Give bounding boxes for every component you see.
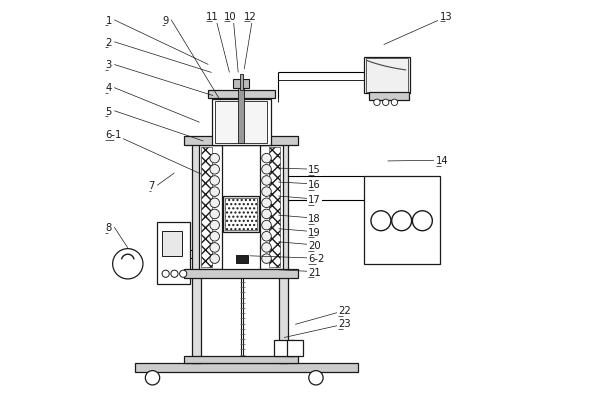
Circle shape xyxy=(262,176,271,185)
Circle shape xyxy=(210,153,220,163)
Text: 23: 23 xyxy=(338,319,350,329)
Text: 20: 20 xyxy=(308,241,320,251)
Bar xyxy=(199,145,222,268)
Circle shape xyxy=(210,254,220,263)
Circle shape xyxy=(210,232,220,241)
Bar xyxy=(212,99,271,145)
Text: 1: 1 xyxy=(106,16,112,26)
Bar xyxy=(193,140,201,364)
Circle shape xyxy=(309,371,323,385)
Circle shape xyxy=(210,164,220,174)
Text: 17: 17 xyxy=(308,195,321,205)
Bar xyxy=(233,79,248,88)
Bar xyxy=(368,92,409,100)
Text: 19: 19 xyxy=(308,228,321,238)
Circle shape xyxy=(210,220,220,230)
Bar xyxy=(215,101,266,143)
Circle shape xyxy=(210,187,220,196)
Circle shape xyxy=(262,198,271,208)
Bar xyxy=(201,146,212,267)
Bar xyxy=(223,196,259,232)
Bar xyxy=(157,222,190,284)
Bar xyxy=(161,231,182,256)
Text: 2: 2 xyxy=(106,38,112,48)
Text: 21: 21 xyxy=(308,268,321,278)
Bar xyxy=(287,340,303,356)
Bar xyxy=(184,269,298,278)
Circle shape xyxy=(262,209,271,219)
Bar xyxy=(134,364,358,372)
Text: 6-2: 6-2 xyxy=(308,254,325,264)
Circle shape xyxy=(262,232,271,241)
Text: 14: 14 xyxy=(436,156,448,166)
Bar xyxy=(260,145,283,268)
Bar xyxy=(364,176,440,264)
Bar xyxy=(225,198,257,230)
Bar xyxy=(366,58,407,92)
Bar xyxy=(208,90,275,98)
Circle shape xyxy=(262,153,271,163)
Circle shape xyxy=(210,176,220,185)
Text: 22: 22 xyxy=(338,306,350,316)
Text: 3: 3 xyxy=(106,60,112,70)
Circle shape xyxy=(391,99,398,106)
Circle shape xyxy=(262,254,271,263)
Text: 4: 4 xyxy=(106,83,112,93)
Circle shape xyxy=(262,220,271,230)
Circle shape xyxy=(392,211,412,231)
Text: 15: 15 xyxy=(308,165,321,175)
Text: 12: 12 xyxy=(244,12,257,22)
Bar xyxy=(364,56,410,93)
Circle shape xyxy=(412,211,433,231)
Circle shape xyxy=(162,270,169,277)
Text: 8: 8 xyxy=(106,223,112,233)
Text: 7: 7 xyxy=(149,181,155,191)
Circle shape xyxy=(210,209,220,219)
Circle shape xyxy=(179,270,187,277)
Text: 18: 18 xyxy=(308,214,320,224)
Circle shape xyxy=(210,243,220,252)
Bar xyxy=(184,136,298,145)
Bar xyxy=(238,83,244,143)
Bar xyxy=(236,255,248,263)
Text: 13: 13 xyxy=(440,12,452,22)
Bar xyxy=(269,146,280,267)
Circle shape xyxy=(262,187,271,196)
Text: 5: 5 xyxy=(106,106,112,116)
Text: 10: 10 xyxy=(224,12,237,22)
Text: 16: 16 xyxy=(308,180,321,190)
Text: 11: 11 xyxy=(206,12,219,22)
Text: 6-1: 6-1 xyxy=(106,130,122,140)
Text: 9: 9 xyxy=(163,16,169,26)
Circle shape xyxy=(145,371,160,385)
Circle shape xyxy=(371,211,391,231)
Circle shape xyxy=(374,99,380,106)
Bar xyxy=(274,340,295,356)
Bar xyxy=(279,140,288,364)
Bar xyxy=(184,356,298,364)
Circle shape xyxy=(113,249,143,279)
Bar xyxy=(240,74,244,90)
Circle shape xyxy=(262,164,271,174)
Circle shape xyxy=(262,243,271,252)
Circle shape xyxy=(210,198,220,208)
Circle shape xyxy=(171,270,178,277)
Circle shape xyxy=(383,99,389,106)
